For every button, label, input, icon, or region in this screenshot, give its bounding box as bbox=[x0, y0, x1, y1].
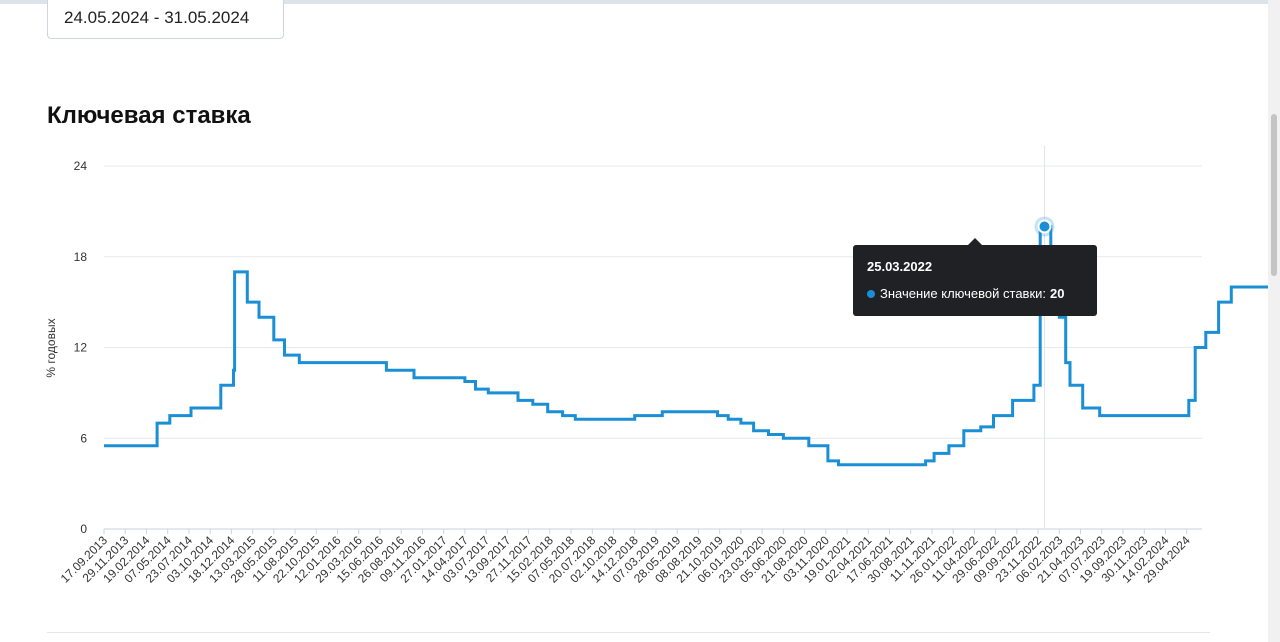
y-tick-label: 12 bbox=[74, 341, 88, 355]
tooltip-row: Значение ключевой ставки: 20 bbox=[867, 286, 1083, 301]
y-axis-label: % годовых bbox=[44, 318, 58, 377]
series-dot-icon bbox=[867, 289, 875, 298]
top-divider bbox=[0, 0, 1280, 4]
page-scrollbar[interactable] bbox=[1268, 0, 1280, 642]
y-tick-label: 24 bbox=[74, 159, 88, 173]
bottom-divider bbox=[47, 632, 1210, 633]
y-tick-label: 6 bbox=[80, 431, 87, 445]
tooltip-value: 20 bbox=[1050, 286, 1065, 301]
hover-marker bbox=[1034, 146, 1055, 529]
y-tick-label: 0 bbox=[80, 522, 87, 536]
y-axis-ticks: 0 6 12 18 24 bbox=[74, 159, 88, 536]
tooltip-arrow bbox=[968, 238, 982, 245]
date-range-picker[interactable]: 24.05.2024 - 31.05.2024 bbox=[47, 0, 284, 39]
hover-point[interactable] bbox=[1037, 219, 1052, 234]
chart-tooltip: 25.03.2022 Значение ключевой ставки: 20 bbox=[853, 245, 1097, 316]
scrollbar-thumb[interactable] bbox=[1271, 114, 1277, 276]
y-tick-label: 18 bbox=[74, 250, 88, 264]
x-axis-ticks: 17.09.201329.11.201319.02.201407.05.2014… bbox=[58, 529, 1193, 586]
chart-title: Ключевая ставка bbox=[47, 102, 251, 129]
tooltip-date: 25.03.2022 bbox=[867, 259, 933, 274]
tooltip-label: Значение ключевой ставки: bbox=[880, 286, 1047, 301]
rate-series-line bbox=[104, 225, 1268, 467]
